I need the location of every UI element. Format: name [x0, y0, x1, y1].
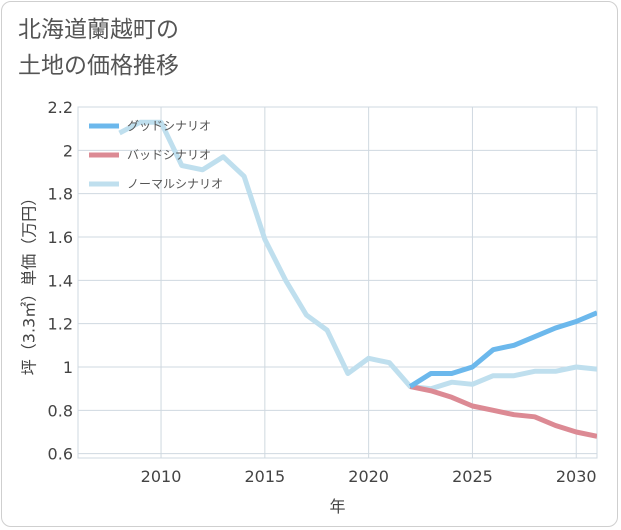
series-lines: [118, 119, 597, 439]
y-tick-label: 0.8: [48, 401, 73, 420]
y-tick-label: 1.4: [48, 271, 73, 290]
x-axis-ticks: 2010 2015 2020 2025 2030: [141, 467, 597, 486]
chart-title-line1: 北海道蘭越町の: [18, 17, 179, 43]
series-line-normal: [118, 119, 597, 392]
y-tick-label: 1.2: [48, 315, 73, 334]
chart-title-line2: 土地の価格推移: [18, 53, 179, 79]
series-line-good: [408, 310, 597, 389]
y-tick-label: 2.2: [48, 98, 73, 117]
y-tick-label: 2: [63, 141, 73, 160]
x-tick-label: 2030: [556, 467, 597, 486]
x-axis-title: 年: [329, 497, 345, 516]
legend-label-good: グッドシナリオ: [127, 119, 211, 133]
grid-lines: [77, 106, 598, 459]
x-tick-label: 2025: [452, 467, 493, 486]
y-tick-label: 0.6: [48, 445, 73, 464]
y-axis-title: 坪（3.3㎡）単価（万円）: [20, 190, 39, 375]
y-tick-label: 1: [63, 358, 73, 377]
series-line-bad: [409, 384, 597, 439]
y-tick-label: 1.6: [48, 228, 73, 247]
x-tick-label: 2020: [348, 467, 389, 486]
x-tick-label: 2010: [141, 467, 182, 486]
legend-label-bad: バッドシナリオ: [127, 148, 211, 162]
legend-label-normal: ノーマルシナリオ: [127, 177, 223, 191]
y-axis-ticks: 0.6 0.8 1 1.2 1.4 1.6 1.8 2 2.2: [48, 98, 73, 464]
x-tick-label: 2015: [244, 467, 285, 486]
y-tick-label: 1.8: [48, 185, 73, 204]
